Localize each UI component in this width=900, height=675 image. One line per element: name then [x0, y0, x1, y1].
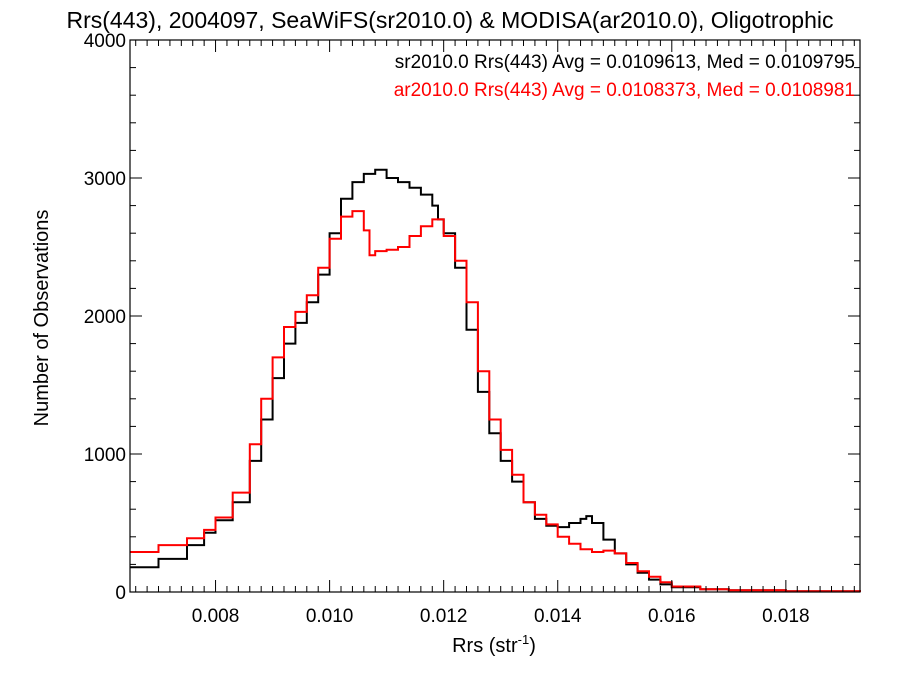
x-tick-label: 0.018	[762, 606, 810, 627]
chart-title: Rrs(443), 2004097, SeaWiFS(sr2010.0) & M…	[67, 7, 834, 33]
series-line-1	[130, 210, 861, 593]
legend-entry-sr2010: sr2010.0 Rrs(443) Avg = 0.0109613, Med =…	[395, 52, 855, 73]
y-tick-label: 1000	[84, 445, 126, 466]
legend-entry-ar2010: ar2010.0 Rrs(443) Avg = 0.0108373, Med =…	[394, 80, 855, 101]
series-line-0	[130, 168, 861, 593]
plot-frame	[129, 39, 861, 593]
x-tick-label: 0.012	[420, 606, 468, 627]
x-tick-label: 0.014	[534, 606, 582, 627]
y-tick-label: 0	[115, 583, 126, 604]
x-axis-title-main: Rrs (str	[452, 635, 518, 657]
y-tick-label: 3000	[84, 169, 126, 190]
y-tick-label: 2000	[84, 307, 126, 328]
x-axis-title: Rrs (str-1)	[452, 632, 536, 657]
x-axis-title-superscript: -1	[518, 632, 530, 647]
x-axis-title-close: )	[529, 635, 536, 657]
y-axis-title: Number of Observations	[31, 210, 53, 427]
legend: sr2010.0 Rrs(443) Avg = 0.0109613, Med =…	[394, 52, 855, 101]
x-tick-label: 0.016	[648, 606, 696, 627]
x-tick-label: 0.010	[306, 606, 354, 627]
series-layer	[130, 168, 861, 593]
axes: 0.008 0.010 0.012 0.014 0.016 0.018 0 1000 2000 3…	[84, 31, 861, 627]
x-tick-label: 0.008	[192, 606, 240, 627]
y-tick-label: 4000	[84, 31, 126, 52]
